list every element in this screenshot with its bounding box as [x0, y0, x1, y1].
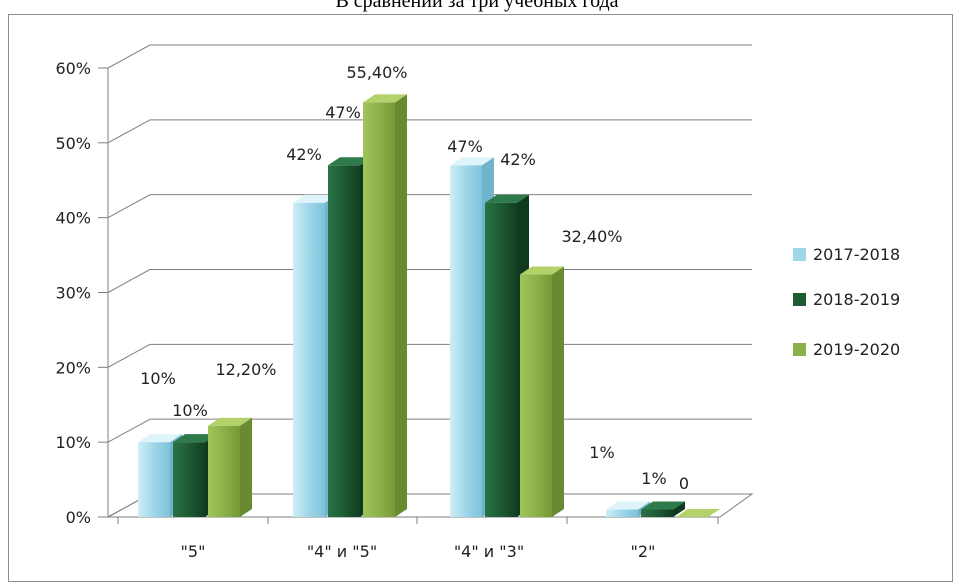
bar-side — [395, 94, 407, 517]
data-label: 12,20% — [215, 360, 276, 379]
bar-top — [450, 157, 494, 166]
data-label: 32,40% — [561, 227, 622, 246]
bar — [641, 509, 673, 517]
data-label: 47% — [447, 137, 483, 156]
y-tick-label: 50% — [55, 134, 91, 153]
bar-top — [173, 434, 217, 443]
bar-top — [138, 434, 182, 443]
data-label: 42% — [286, 145, 322, 164]
bar — [208, 425, 240, 517]
chart-frame — [8, 14, 953, 582]
legend-label: 2019-2020 — [813, 340, 900, 359]
data-label: 0 — [679, 474, 689, 493]
bar-top — [328, 157, 372, 166]
bar — [293, 202, 325, 517]
x-tick-label: "4" и "3" — [454, 542, 524, 561]
y-tick-label: 60% — [55, 59, 91, 78]
bar — [363, 102, 395, 517]
gridline-side — [107, 269, 151, 293]
data-label: 10% — [172, 401, 208, 420]
chart-title: В сравнении за три учебных года — [335, 0, 619, 12]
gridline-side — [107, 343, 151, 368]
bar — [520, 274, 552, 517]
bar-top — [606, 501, 650, 510]
legend-swatch — [793, 248, 806, 261]
bar — [173, 442, 205, 517]
gridline-side — [107, 44, 151, 69]
bar-top — [520, 266, 564, 275]
bar-top — [293, 194, 337, 203]
bar — [328, 165, 360, 518]
bar-top — [208, 417, 252, 426]
x-tick-label: "2" — [631, 542, 656, 561]
data-label: 42% — [500, 150, 536, 169]
gridline-side — [107, 194, 151, 219]
gridline-side — [107, 119, 151, 144]
y-tick-label: 40% — [55, 209, 91, 228]
bar-top — [363, 94, 407, 103]
bar-top — [641, 501, 685, 510]
data-label: 55,40% — [346, 63, 407, 82]
bar-side — [552, 266, 564, 517]
bar — [606, 509, 638, 517]
y-tick-label: 0% — [66, 508, 91, 527]
bar — [450, 165, 482, 518]
legend-label: 2017-2018 — [813, 245, 900, 264]
gridline-side — [107, 418, 151, 443]
legend-swatch — [793, 293, 806, 306]
data-label: 1% — [589, 443, 614, 462]
legend-label: 2018-2019 — [813, 290, 900, 309]
bar — [485, 202, 517, 517]
y-tick-label: 30% — [55, 284, 91, 303]
bar-top — [676, 509, 720, 517]
y-tick-label: 10% — [55, 433, 91, 452]
data-label: 10% — [140, 369, 176, 388]
bar — [138, 442, 170, 517]
data-label: 47% — [325, 103, 361, 122]
data-label: 1% — [641, 469, 666, 488]
bar-top — [485, 194, 529, 203]
bar-side — [240, 417, 252, 517]
x-tick-label: "5" — [181, 542, 206, 561]
legend-swatch — [793, 343, 806, 356]
x-tick-label: "4" и "5" — [307, 542, 377, 561]
y-tick-label: 20% — [55, 358, 91, 377]
bar-side — [673, 501, 685, 517]
